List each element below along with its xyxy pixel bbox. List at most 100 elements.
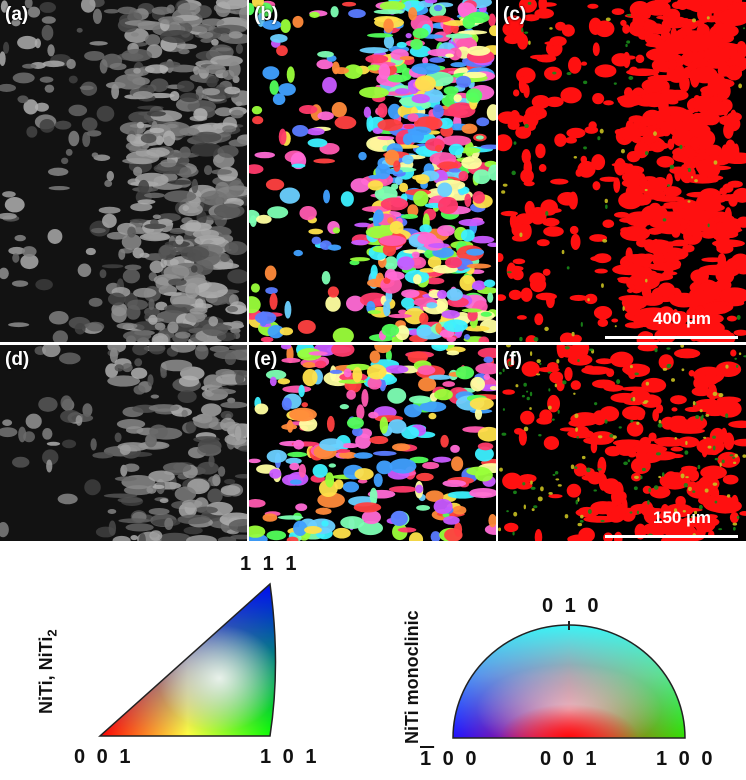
particle [573, 392, 576, 395]
particle [524, 123, 529, 129]
grain [325, 295, 341, 312]
grain [651, 59, 668, 72]
grain [182, 205, 190, 211]
grain [270, 34, 288, 43]
grain [68, 75, 78, 84]
grain [279, 327, 294, 336]
particle [512, 531, 515, 536]
grain [249, 296, 261, 314]
grain [44, 84, 55, 93]
grain [160, 159, 177, 168]
grain [149, 260, 164, 274]
grain [160, 370, 167, 379]
grain [661, 35, 668, 41]
grain [179, 167, 192, 179]
grain [191, 178, 199, 194]
grain [35, 278, 53, 291]
particle [736, 314, 741, 320]
grain [331, 101, 347, 118]
grain [353, 502, 382, 513]
grain [368, 411, 379, 419]
scale-label-bottom: 150 µm [653, 508, 711, 527]
particle [533, 505, 538, 509]
particle [498, 371, 502, 375]
grain [408, 532, 424, 541]
grain [325, 472, 335, 488]
grain [595, 358, 613, 365]
grain [103, 493, 138, 498]
grain [152, 484, 165, 490]
grain [234, 474, 247, 479]
grain [444, 528, 463, 541]
grain [372, 127, 383, 134]
grain [143, 192, 165, 199]
grain [474, 446, 494, 462]
grain [331, 345, 355, 357]
grain [464, 193, 472, 207]
grain [690, 269, 709, 284]
grain [232, 75, 240, 84]
grain [559, 427, 577, 432]
particle [632, 396, 636, 402]
grain [438, 117, 454, 130]
grain [185, 421, 197, 434]
particle [630, 419, 634, 423]
grain [374, 345, 393, 354]
particle [602, 239, 608, 243]
monoclinic-key-phase-label: NiTi monoclinic [402, 610, 422, 744]
grain [267, 324, 285, 339]
grain [159, 29, 194, 43]
grain [428, 412, 437, 420]
grain [269, 80, 279, 95]
particle [524, 31, 529, 34]
grain [469, 487, 496, 499]
grain [91, 227, 106, 234]
grain [617, 94, 644, 107]
grain [367, 376, 382, 390]
grain [140, 133, 157, 144]
grain [194, 345, 209, 360]
grain [126, 304, 141, 320]
grain [133, 68, 141, 74]
grain [383, 34, 395, 49]
grain [446, 336, 457, 342]
particle [633, 486, 638, 491]
grain [625, 247, 633, 262]
grain [476, 117, 490, 127]
grain [671, 129, 695, 147]
grain [367, 64, 382, 71]
particle [562, 380, 567, 385]
grain [17, 35, 38, 50]
particle [699, 409, 703, 413]
grain [252, 116, 264, 125]
grain [92, 452, 114, 459]
particle [522, 482, 526, 486]
grain [535, 143, 546, 159]
grain [451, 456, 464, 472]
particle [626, 13, 632, 17]
grain [0, 51, 6, 66]
grain [117, 6, 137, 15]
grain [592, 410, 607, 426]
grain [641, 78, 670, 93]
grain [739, 511, 746, 516]
particle [693, 510, 698, 515]
grain [351, 239, 369, 246]
grain [281, 357, 301, 363]
particle [554, 470, 559, 475]
grain [38, 397, 58, 412]
grain [545, 207, 562, 214]
grain [284, 300, 292, 319]
grain [662, 15, 675, 23]
particle [662, 367, 668, 371]
grain [269, 376, 277, 387]
grain [228, 61, 241, 78]
grain [194, 282, 228, 299]
grain [467, 45, 491, 56]
grain [729, 257, 737, 272]
grain [458, 170, 469, 182]
grain [220, 253, 230, 263]
grain [289, 462, 300, 471]
grain [346, 363, 371, 371]
grain [536, 239, 550, 247]
